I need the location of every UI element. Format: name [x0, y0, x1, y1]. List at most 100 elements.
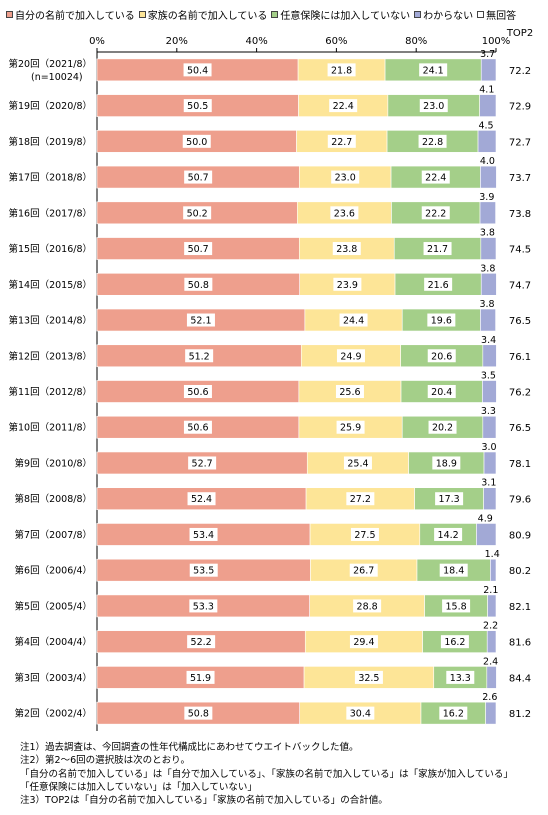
- data-label: 23.0: [335, 173, 356, 184]
- data-label: 4.9: [478, 513, 493, 524]
- data-label: 50.6: [187, 387, 208, 398]
- data-label-bg: [427, 313, 456, 327]
- data-label: 21.6: [428, 280, 449, 291]
- data-label: 23.6: [334, 208, 355, 219]
- data-label-bg: [336, 420, 365, 434]
- category-label: 第18回（2019/8）: [8, 136, 92, 148]
- data-label: 20.6: [431, 351, 452, 362]
- bar-segment: [485, 701, 497, 725]
- category-label: 第10回（2011/8）: [8, 422, 92, 434]
- data-label-bg: [346, 492, 375, 506]
- data-label: 25.6: [339, 387, 360, 398]
- data-label: 25.4: [347, 458, 368, 469]
- data-label-bg: [333, 277, 362, 291]
- category-label: 第20回（2021/8）: [8, 58, 92, 70]
- data-label-bg: [353, 599, 382, 613]
- bar-segment: [480, 58, 497, 82]
- data-label: 3.8: [479, 299, 494, 310]
- data-label-bg: [185, 349, 214, 363]
- data-label-bg: [332, 242, 361, 256]
- data-label-bg: [346, 706, 375, 720]
- data-label: 50.8: [188, 280, 209, 291]
- data-label: 26.7: [353, 566, 374, 577]
- data-label-bg: [428, 420, 457, 434]
- bar-segment: [486, 630, 497, 653]
- data-label: 50.0: [186, 137, 207, 148]
- bar-segment: [482, 380, 497, 403]
- data-label-bg: [424, 277, 453, 291]
- data-label-bg: [327, 134, 356, 148]
- data-label: 50.6: [187, 423, 208, 434]
- data-label: 23.0: [423, 101, 444, 112]
- top2-value: 74.5: [509, 245, 531, 256]
- data-label: 53.3: [193, 601, 214, 612]
- category-label: 第5回（2005/4）: [15, 600, 92, 612]
- x-tick-label: 0%: [89, 36, 105, 47]
- data-label: 30.4: [350, 709, 371, 720]
- bar-segment: [483, 487, 497, 511]
- top2-value: 74.7: [509, 280, 531, 291]
- data-label: 3.8: [480, 228, 495, 239]
- top2-header: TOP2: [506, 28, 533, 39]
- legend-swatch-0: [6, 10, 13, 18]
- category-label: 第14回（2015/8）: [8, 279, 92, 291]
- top2-value: 80.9: [509, 530, 531, 541]
- legend-swatch-4: [477, 10, 485, 18]
- data-label-bg: [182, 134, 211, 148]
- data-label: 24.4: [343, 316, 364, 327]
- data-label-bg: [349, 635, 378, 649]
- data-label: 16.2: [443, 709, 464, 720]
- data-label: 16.2: [444, 637, 465, 648]
- category-label: 第11回（2012/8）: [8, 386, 92, 398]
- data-label: 50.8: [188, 709, 209, 720]
- data-label-bg: [418, 134, 447, 148]
- footnote-2: 注2）第2～6回の選択肢は次のとおり。: [20, 755, 190, 767]
- bar-segment: [482, 415, 497, 439]
- top2-value: 72.7: [509, 137, 531, 148]
- top2-value: 76.5: [509, 316, 531, 327]
- category-label: 第13回（2014/8）: [8, 315, 92, 327]
- data-label-bg: [183, 385, 212, 398]
- data-label: 13.3: [450, 673, 471, 684]
- category-label: 第9回（2010/8）: [15, 457, 92, 469]
- top2-value: 72.9: [509, 102, 531, 113]
- bar-segment: [480, 308, 496, 332]
- data-label-bg: [186, 313, 215, 327]
- data-label-bg: [439, 563, 468, 577]
- data-label-bg: [189, 599, 218, 613]
- category-label: 第17回（2018/8）: [8, 172, 92, 184]
- top2-value: 78.1: [509, 459, 531, 470]
- data-label-bg: [446, 670, 475, 684]
- bar-segment: [483, 451, 497, 475]
- data-label: 22.4: [425, 173, 446, 184]
- data-label-bg: [184, 277, 213, 291]
- category-label: 第15回（2016/8）: [8, 243, 92, 255]
- data-label-bg: [183, 99, 212, 113]
- data-label: 52.4: [191, 494, 212, 505]
- data-label: 2.4: [483, 656, 498, 667]
- data-label-bg: [423, 242, 452, 256]
- data-label: 3.5: [481, 371, 496, 382]
- data-label-bg: [183, 63, 212, 77]
- category-label: 第19回（2020/8）: [8, 100, 92, 112]
- data-label: 2.2: [483, 621, 498, 632]
- data-label-bg: [184, 242, 213, 256]
- data-label: 17.3: [439, 494, 460, 505]
- data-label-bg: [327, 63, 356, 77]
- data-label: 50.7: [188, 173, 209, 184]
- legend-item-3: わからない: [414, 7, 473, 22]
- bar-segment: [476, 523, 497, 546]
- top2-value: 76.5: [509, 423, 531, 434]
- bar-segment: [490, 558, 497, 582]
- data-label: 3.7: [480, 49, 495, 60]
- data-label: 18.9: [436, 458, 457, 469]
- data-label-bg: [186, 670, 215, 684]
- legend-item-2: 任意保険には加入していない: [271, 7, 410, 22]
- bar-segment: [480, 272, 497, 296]
- data-label: 14.2: [438, 530, 459, 541]
- footnote-3: 「自分の名前で加入している」は「自分で加入している」、「家族の名前で加入している…: [20, 768, 513, 780]
- data-label: 27.5: [354, 530, 375, 541]
- data-label-bg: [187, 635, 216, 649]
- footnotes: 注1）過去調査は、今回調査の性年代構成比にあわせてウエイトバックした値。 注2）…: [20, 741, 545, 807]
- data-label: 3.8: [480, 263, 495, 274]
